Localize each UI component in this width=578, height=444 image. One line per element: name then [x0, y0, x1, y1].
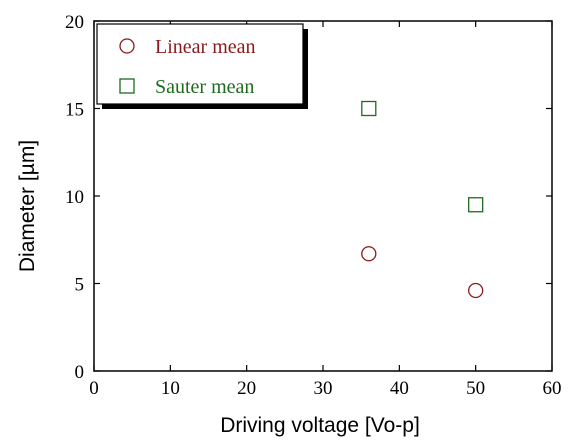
data-point-sauter-mean [468, 197, 484, 213]
x-tick-label: 60 [543, 378, 562, 399]
legend-marker-square [119, 78, 135, 94]
legend-label: Sauter mean [155, 76, 254, 98]
x-tick-label: 40 [390, 378, 409, 399]
x-axis-title: Driving voltage [Vo-p] [220, 414, 420, 437]
plot-area: 0 10 20 30 40 50 60 0 5 10 15 20 [65, 12, 562, 399]
x-tick-label: 0 [89, 378, 99, 399]
y-tick-label: 0 [75, 362, 85, 383]
y-tick-label: 5 [75, 275, 85, 296]
x-tick-label: 10 [161, 378, 180, 399]
y-axis-title: Diameter [µm] [16, 140, 39, 272]
legend: Linear mean Sauter mean [96, 23, 308, 109]
y-tick-label: 10 [65, 187, 84, 208]
data-marks [361, 100, 484, 299]
legend-label: Linear mean [155, 36, 256, 58]
data-point-sauter-mean [361, 100, 377, 117]
x-tick-label: 50 [466, 378, 485, 399]
x-tick-label: 30 [314, 378, 333, 399]
data-point-linear-mean [361, 246, 377, 262]
data-point-linear-mean [468, 282, 484, 299]
y-tick-label: 15 [65, 100, 84, 121]
x-tick-label: 20 [237, 378, 256, 399]
y-tick-label: 20 [65, 12, 84, 33]
legend-marker-circle [119, 38, 135, 54]
legend-box [96, 23, 304, 105]
